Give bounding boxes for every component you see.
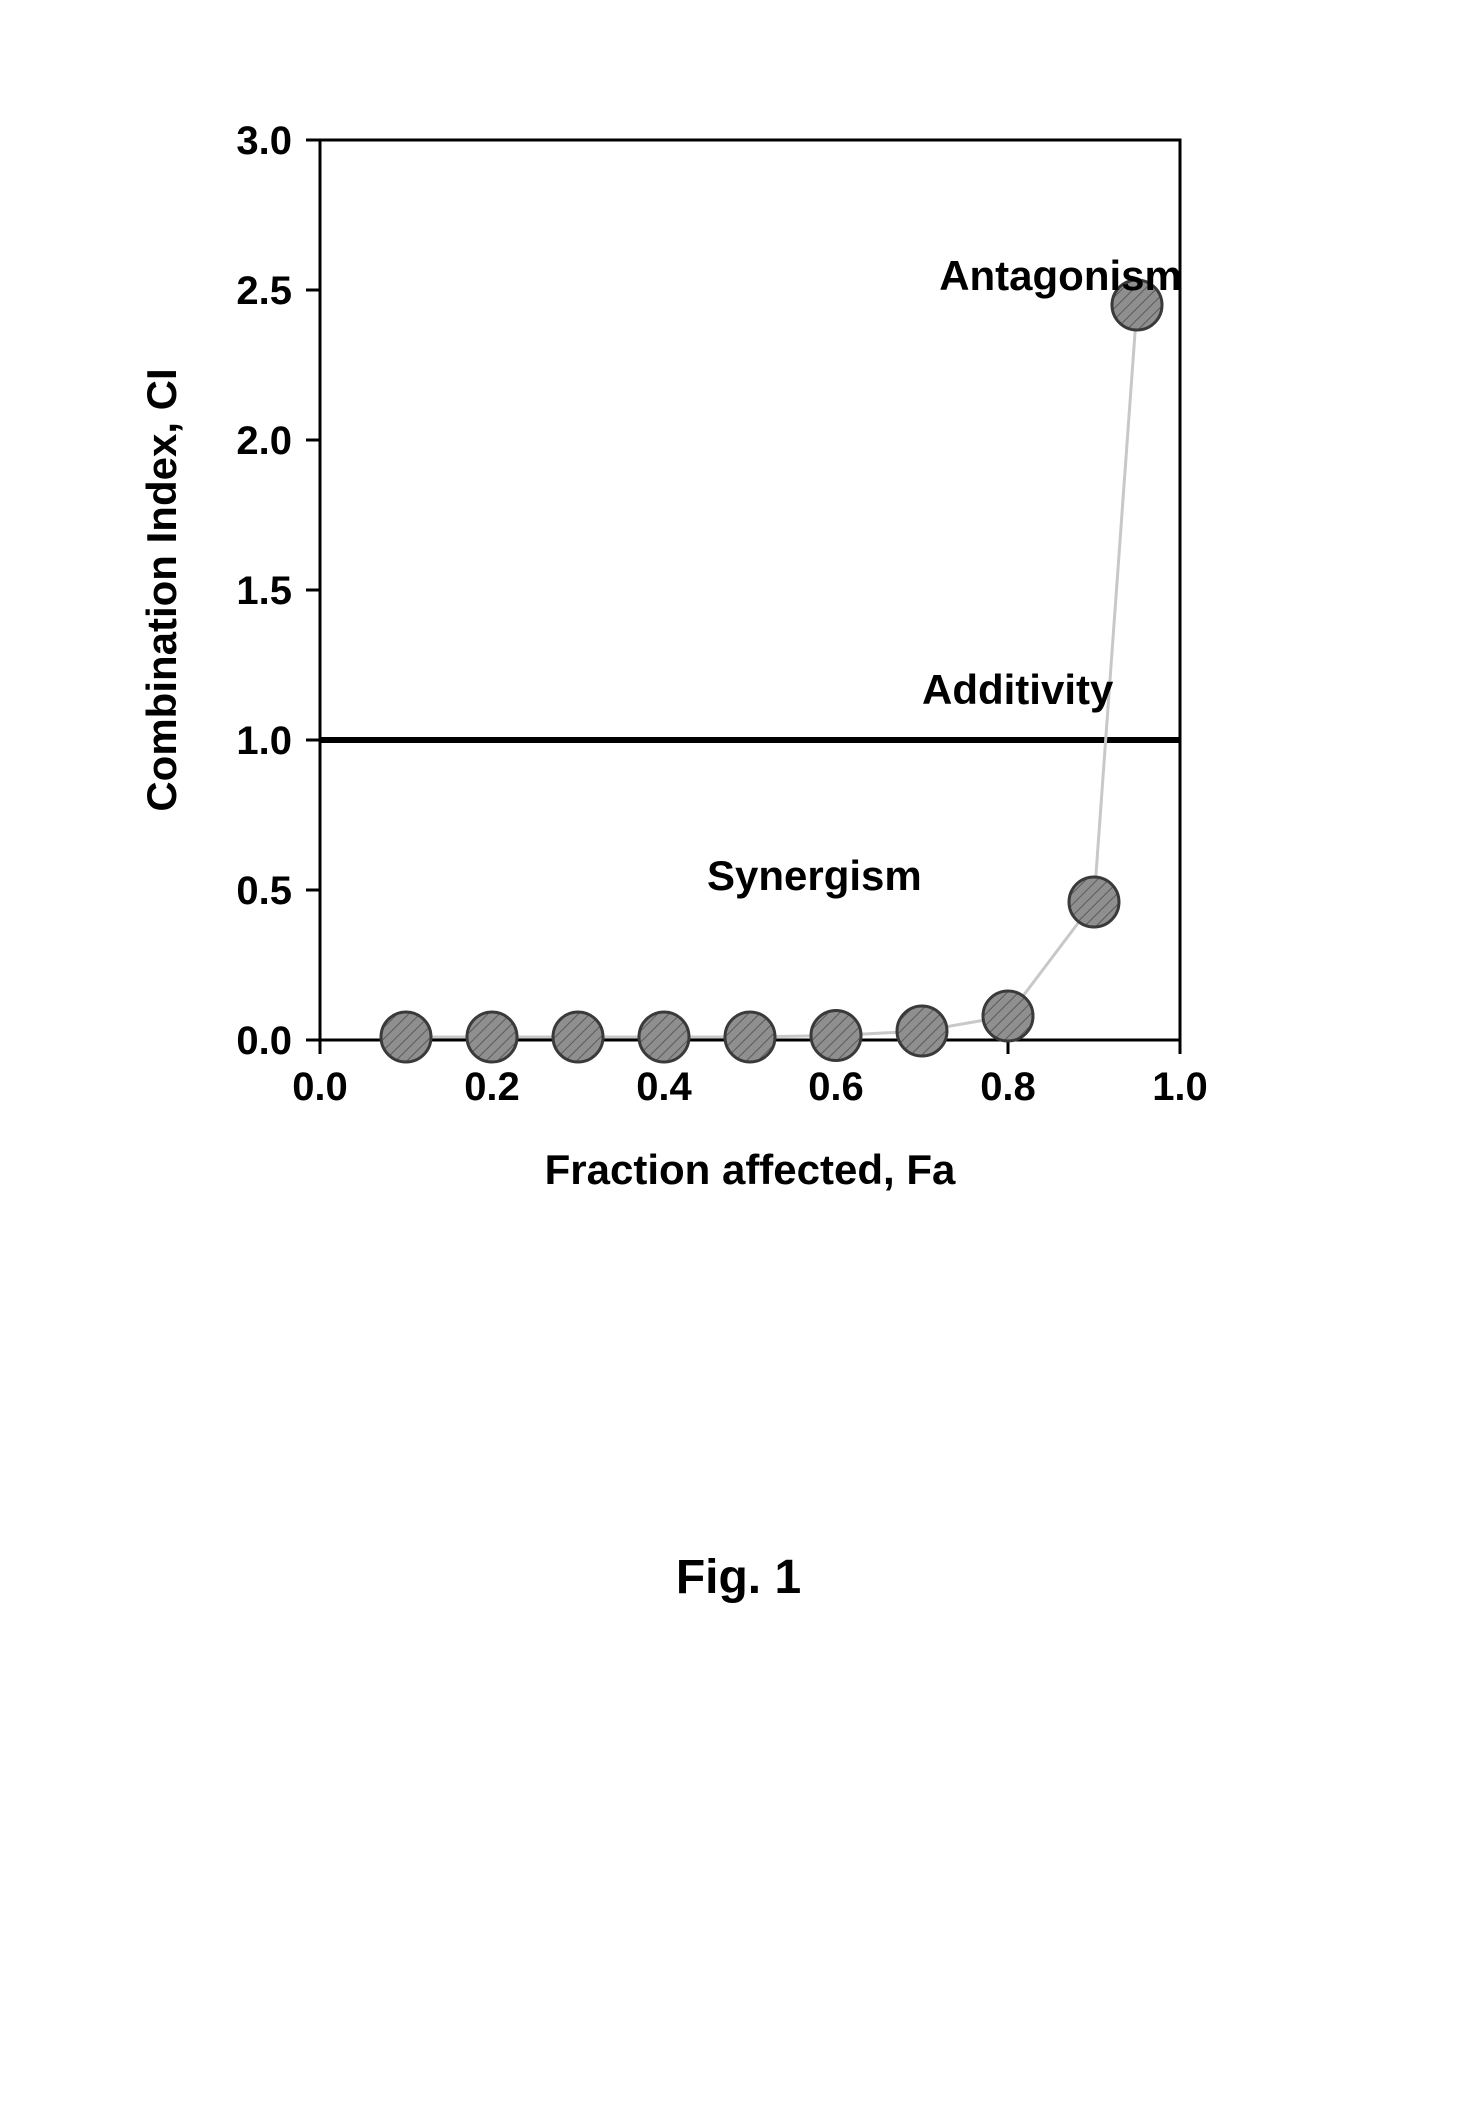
y-tick-label: 3.0: [236, 119, 292, 163]
data-marker: [639, 1012, 689, 1062]
x-tick-label: 0.4: [636, 1065, 692, 1109]
data-marker: [811, 1011, 861, 1061]
chart-svg: 0.0 0.2 0.4 0.6 0.8 1.0 Fraction affected, Fa 0…: [120, 80, 1220, 1280]
y-tick-label: 1.5: [236, 569, 292, 613]
y-tick-label: 1.0: [236, 719, 292, 763]
y-axis-label: Combination Index, CI: [138, 368, 185, 811]
figure-caption: Fig. 1: [0, 1550, 1477, 1605]
data-marker: [897, 1006, 947, 1056]
annotation: Antagonism: [939, 252, 1182, 299]
annotation: Synergism: [707, 852, 922, 899]
y-tick-label: 2.0: [236, 419, 292, 463]
x-tick-label: 0.0: [292, 1065, 348, 1109]
data-marker: [725, 1012, 775, 1062]
x-tick-label: 0.2: [464, 1065, 520, 1109]
y-tick-label: 0.0: [236, 1019, 292, 1063]
data-marker: [983, 991, 1033, 1041]
data-marker: [1069, 877, 1119, 927]
x-tick-label: 0.8: [980, 1065, 1036, 1109]
x-tick-label: 1.0: [1152, 1065, 1208, 1109]
y-tick-label: 2.5: [236, 269, 292, 313]
y-tick-label: 0.5: [236, 869, 292, 913]
page: 0.0 0.2 0.4 0.6 0.8 1.0 Fraction affected, Fa 0…: [0, 0, 1477, 2120]
x-axis-label: Fraction affected, Fa: [545, 1146, 956, 1193]
data-marker: [467, 1012, 517, 1062]
data-marker: [381, 1012, 431, 1062]
annotation: Additivity: [922, 666, 1114, 713]
data-marker: [553, 1012, 603, 1062]
x-tick-label: 0.6: [808, 1065, 864, 1109]
ci-chart: 0.0 0.2 0.4 0.6 0.8 1.0 Fraction affected, Fa 0…: [120, 80, 1220, 1280]
